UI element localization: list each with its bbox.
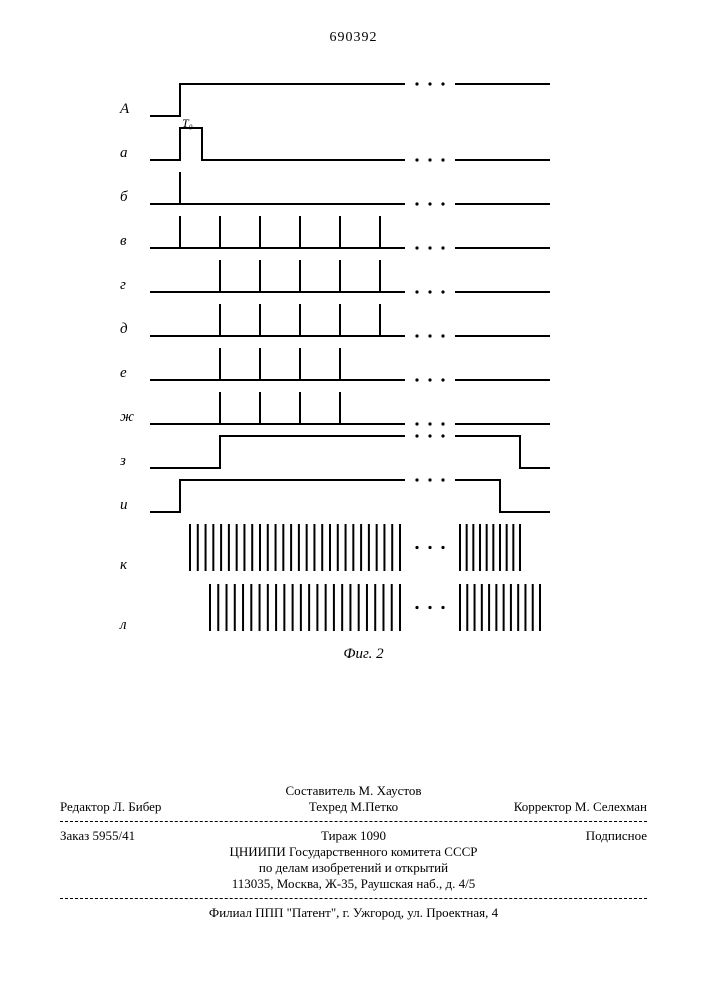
waveform-row-k: к xyxy=(120,516,707,576)
row-label: к xyxy=(120,557,150,576)
waveform-row-d: д xyxy=(120,296,707,340)
waveform-svg xyxy=(150,164,550,208)
row-label: д xyxy=(120,321,150,340)
row-label: а xyxy=(120,145,150,164)
row-label: А xyxy=(120,101,150,120)
waveform-row-e: е xyxy=(120,340,707,384)
waveform-row-v: в xyxy=(120,208,707,252)
page: 690392 АаТ₀бвгдежзикл Фиг. 2 Составитель… xyxy=(0,0,707,921)
waveform-row-a: аТ₀ xyxy=(120,120,707,164)
editor-name: Л. Бибер xyxy=(113,799,161,814)
waveform-svg xyxy=(150,384,550,428)
row-label: в xyxy=(120,233,150,252)
editor-credit: Редактор Л. Бибер xyxy=(60,799,229,815)
waveform-svg xyxy=(150,208,550,252)
print-run: Тираж 1090 xyxy=(269,828,438,844)
footer-block: Составитель М. Хаустов Редактор Л. Бибер… xyxy=(0,783,707,921)
waveform-svg xyxy=(150,428,550,472)
techred-name: М.Петко xyxy=(350,799,398,814)
waveform-row-l: л xyxy=(120,576,707,636)
waveform-svg xyxy=(150,472,550,516)
techred-label: Техред xyxy=(309,799,347,814)
org-line-4: Филиал ППП "Патент", г. Ужгород, ул. Про… xyxy=(60,905,647,921)
divider xyxy=(60,821,647,822)
subscription: Подписное xyxy=(478,828,647,844)
waveform-svg xyxy=(150,340,550,384)
waveform-svg xyxy=(150,576,550,636)
credit-composer: Составитель М. Хаустов xyxy=(60,783,647,799)
annotation-T0: Т₀ xyxy=(182,116,193,131)
row-label: ж xyxy=(120,409,150,428)
editor-label: Редактор xyxy=(60,799,110,814)
row-label: з xyxy=(120,453,150,472)
org-line-2: по делам изобретений и открытий xyxy=(60,860,647,876)
waveform-svg xyxy=(150,252,550,296)
waveform-row-b: б xyxy=(120,164,707,208)
org-line-1: ЦНИИПИ Государственного комитета СССР xyxy=(60,844,647,860)
corrector-credit: Корректор М. Селехман xyxy=(478,799,647,815)
techred-credit: Техред М.Петко xyxy=(269,799,438,815)
credit-line: Редактор Л. Бибер Техред М.Петко Коррект… xyxy=(60,799,647,815)
waveform-row-A: А xyxy=(120,76,707,120)
row-label: г xyxy=(120,277,150,296)
waveform-svg xyxy=(150,120,550,164)
waveform-svg xyxy=(150,296,550,340)
org-line-3: 113035, Москва, Ж-35, Раушская наб., д. … xyxy=(60,876,647,892)
waveform-row-i: и xyxy=(120,472,707,516)
row-label: л xyxy=(120,617,150,636)
order-line: Заказ 5955/41 Тираж 1090 Подписное xyxy=(60,828,647,844)
waveform-row-zh: ж xyxy=(120,384,707,428)
waveform-svg xyxy=(150,516,550,576)
row-label: е xyxy=(120,365,150,384)
divider xyxy=(60,898,647,899)
order-number: Заказ 5955/41 xyxy=(60,828,229,844)
waveform-svg xyxy=(150,76,550,120)
waveform-row-z: з xyxy=(120,428,707,472)
row-label: б xyxy=(120,189,150,208)
timing-diagram: АаТ₀бвгдежзикл xyxy=(120,76,707,636)
figure-caption: Фиг. 2 xyxy=(20,646,707,663)
composer-name: Составитель М. Хаустов xyxy=(285,783,421,798)
corrector-label: Корректор xyxy=(514,799,572,814)
waveform-row-g: г xyxy=(120,252,707,296)
document-number: 690392 xyxy=(0,30,707,46)
corrector-name: М. Селехман xyxy=(575,799,647,814)
row-label: и xyxy=(120,497,150,516)
